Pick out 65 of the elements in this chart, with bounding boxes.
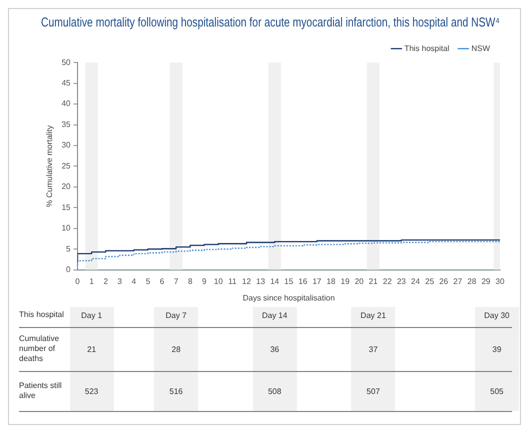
chart-title: Cumulative mortality following hospitalisation for acute myocardial infarction, this hospital and NSW⁴ — [41, 15, 500, 30]
x-tick-label: 4 — [132, 276, 137, 286]
x-tick-label: 3 — [118, 276, 123, 286]
text: Day 14 — [260, 310, 288, 322]
text: 37 — [368, 344, 379, 356]
y-tick-label: 45 — [62, 78, 72, 88]
text: Day 30 — [483, 310, 510, 322]
x-tick-label: 17 — [312, 276, 322, 286]
y-tick-label: 50 — [62, 58, 72, 67]
text: This hospital — [19, 309, 65, 321]
text: 39 — [491, 344, 502, 356]
text: 523 — [84, 386, 100, 398]
text: Patients still alive — [19, 380, 63, 402]
x-tick-label: 9 — [202, 276, 208, 286]
x-tick-label: 11 — [228, 276, 238, 286]
y-tick-label: 25 — [62, 161, 72, 170]
text: 508 — [266, 386, 282, 398]
x-tick-label: 19 — [340, 276, 350, 286]
x-tick-label: 15 — [284, 276, 294, 286]
x-tick-label: 30 — [496, 276, 505, 286]
y-tick-label: 20 — [62, 182, 72, 192]
x-tick-label: 27 — [453, 276, 463, 286]
x-tick-label: 28 — [467, 276, 477, 286]
text: Day 21 — [360, 310, 387, 322]
text: 516 — [168, 386, 184, 398]
y-tick-label: 35 — [62, 120, 72, 129]
x-tick-label: 12 — [242, 276, 252, 286]
text: 21 — [86, 344, 98, 356]
y-tick-label: 10 — [62, 224, 72, 233]
x-tick-label: 2 — [103, 276, 108, 286]
x-tick-label: 7 — [174, 276, 179, 286]
y-tick-label: 40 — [62, 99, 72, 108]
text: Day 7 — [164, 310, 188, 322]
x-tick-label: 25 — [425, 276, 435, 286]
x-tick-label: 14 — [270, 276, 280, 286]
x-tick-label: 18 — [326, 276, 336, 286]
legend-label: NSW — [471, 44, 490, 53]
text: Cumulative number of deaths — [19, 333, 60, 365]
x-tick-label: 22 — [382, 276, 392, 286]
text: 507 — [366, 386, 381, 398]
x-tick-label: 13 — [256, 276, 266, 286]
x-tick-label: 1 — [89, 276, 94, 286]
y-tick-label: 5 — [66, 244, 72, 254]
x-tick-label: 26 — [439, 276, 449, 286]
text: Day 1 — [81, 310, 102, 320]
x-tick-label: 8 — [188, 276, 193, 286]
legend-label: This hospital — [404, 44, 450, 53]
x-tick-label: 21 — [368, 276, 378, 286]
text: 505 — [489, 386, 504, 398]
x-tick-label: 10 — [214, 276, 224, 286]
x-tick-label: 0 — [75, 276, 80, 286]
x-tick-label: 29 — [481, 276, 491, 286]
y-axis-title: % Cumulative mortality — [45, 125, 54, 208]
x-tick-label: 23 — [396, 276, 406, 286]
x-tick-label: 6 — [160, 276, 165, 286]
y-tick-label: 0 — [66, 265, 72, 274]
x-tick-label: 16 — [298, 276, 308, 286]
y-tick-label: 15 — [62, 202, 72, 212]
x-tick-label: 20 — [354, 276, 364, 286]
text: 36 — [269, 344, 280, 356]
x-tick-label: 24 — [411, 276, 420, 286]
text: 28 — [170, 344, 182, 356]
x-tick-label: 5 — [146, 276, 151, 286]
y-tick-label: 30 — [62, 140, 72, 150]
x-axis-title: Days since hospitalisation — [242, 293, 335, 302]
